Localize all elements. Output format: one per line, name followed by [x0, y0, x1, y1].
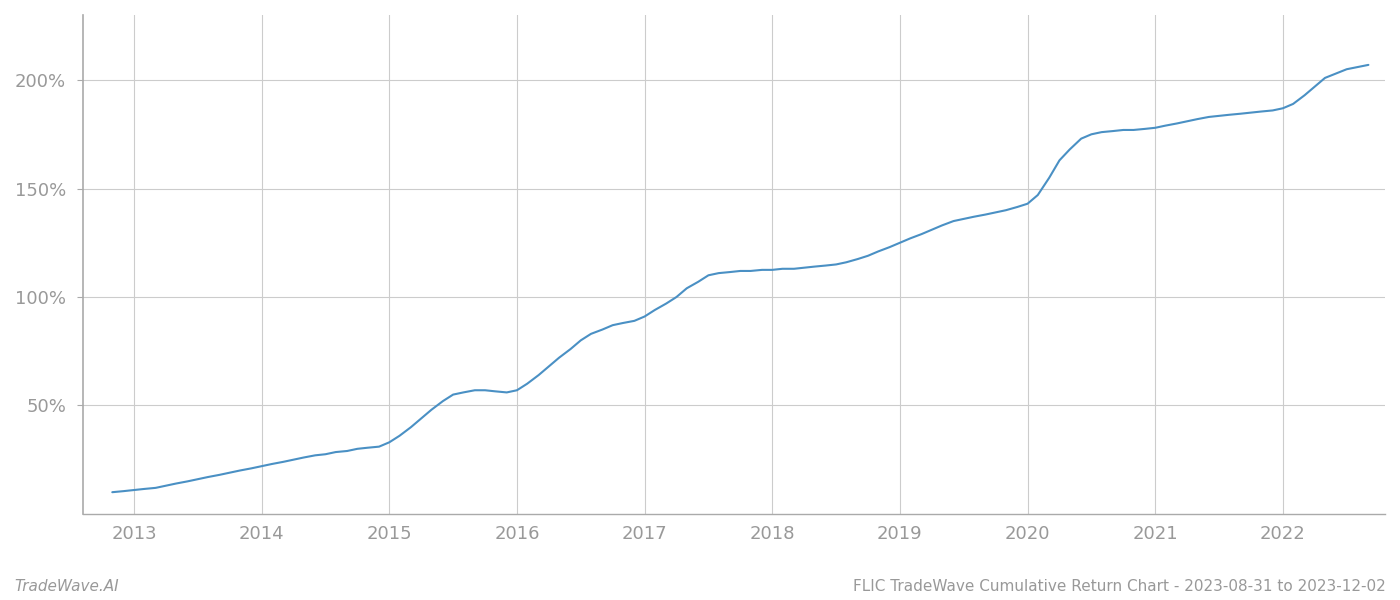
Text: TradeWave.AI: TradeWave.AI	[14, 579, 119, 594]
Text: FLIC TradeWave Cumulative Return Chart - 2023-08-31 to 2023-12-02: FLIC TradeWave Cumulative Return Chart -…	[853, 579, 1386, 594]
